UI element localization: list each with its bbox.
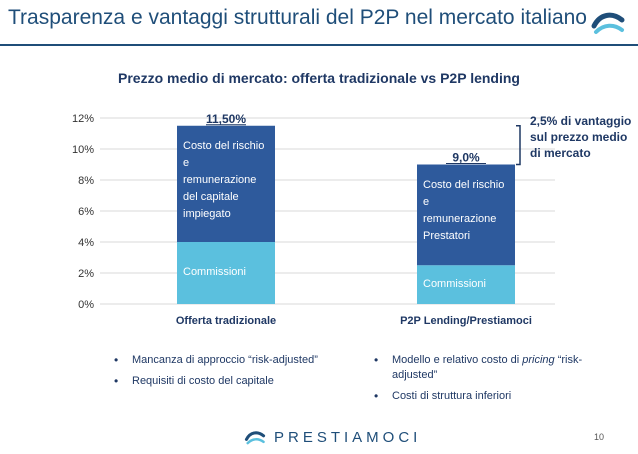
x-category-label: P2P Lending/Prestiamoci xyxy=(400,315,532,327)
slide-title: Trasparenza e vantaggi strutturali del P… xyxy=(8,6,587,29)
advantage-annotation: 2,5% di vantaggio sul prezzo medio di me… xyxy=(530,114,632,160)
bar-1-bottom-segment-label: Commissioni xyxy=(183,266,246,278)
advantage-bracket xyxy=(516,125,521,166)
bar-2-top-segment-label: Costo del rischio e remunerazione Presta… xyxy=(423,178,505,242)
bar-segment xyxy=(417,265,515,304)
list-item: Mancanza di approccio “risk-adjusted” xyxy=(110,353,360,368)
footer-logo: PRESTIAMOCI xyxy=(244,427,421,447)
bar-segment xyxy=(177,242,275,304)
bar-1-top-segment-label: Costo del rischio e remunerazione del ca… xyxy=(183,139,265,220)
y-tick-label: 12% xyxy=(72,113,94,125)
left-bullet-list: Mancanza di approccio “risk-adjusted” Re… xyxy=(110,353,360,395)
right-bullet-list: Modello e relativo costo di pricing “ris… xyxy=(370,353,610,410)
y-tick-label: 4% xyxy=(78,237,94,249)
bar-segment xyxy=(177,125,275,242)
brand-name: PRESTIAMOCI xyxy=(274,428,422,446)
wave-logo-icon xyxy=(591,12,625,34)
wave-logo-icon xyxy=(244,431,266,445)
y-tick-label: 10% xyxy=(72,144,94,156)
list-item: Costi di struttura inferiori xyxy=(370,389,610,404)
bar-total-label: 11,50% xyxy=(206,112,246,126)
y-tick-label: 6% xyxy=(78,206,94,218)
y-tick-label: 8% xyxy=(78,175,94,187)
bar-2-bottom-segment-label: Commissioni xyxy=(423,277,486,290)
x-category-label: Offerta tradizionale xyxy=(176,315,276,327)
title-divider xyxy=(0,44,638,46)
bar-total-label: 9,0% xyxy=(452,151,480,165)
y-tick-label: 2% xyxy=(78,268,94,280)
page-number: 10 xyxy=(594,432,605,442)
list-item: Requisiti di costo del capitale xyxy=(110,374,360,389)
y-tick-label: 0% xyxy=(78,299,94,311)
list-item: Modello e relativo costo di pricing “ris… xyxy=(370,353,610,383)
chart-title: Prezzo medio di mercato: offerta tradizi… xyxy=(118,70,520,86)
bar-segment xyxy=(417,164,515,266)
